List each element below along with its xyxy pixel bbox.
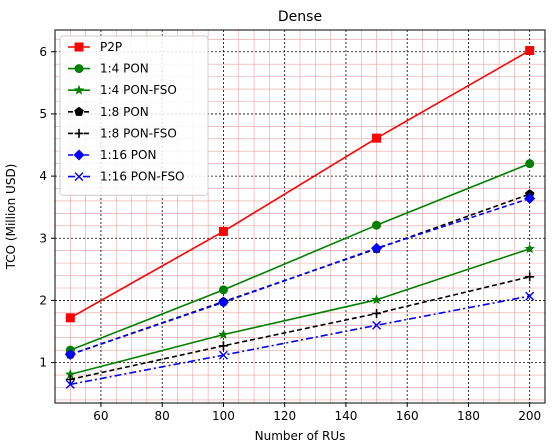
x-tick-label: 100 xyxy=(212,409,235,423)
data-point xyxy=(524,243,535,254)
data-point xyxy=(217,296,229,308)
legend-marker xyxy=(74,106,84,116)
y-tick-label: 2 xyxy=(39,293,47,307)
series-1-16-pon xyxy=(64,192,536,361)
series-layer xyxy=(64,46,536,389)
x-tick-label: 140 xyxy=(334,409,357,423)
y-tick-label: 6 xyxy=(39,45,47,59)
data-point xyxy=(65,379,75,389)
x-tick-label: 160 xyxy=(396,409,419,423)
data-point xyxy=(218,350,228,360)
data-point xyxy=(372,220,382,230)
legend-entry: 1:4 PON xyxy=(68,62,149,76)
series-line xyxy=(70,248,530,376)
data-point xyxy=(371,294,382,305)
legend-label: 1:16 PON xyxy=(100,148,156,162)
y-axis-title: TCO (Million USD) xyxy=(4,164,18,271)
x-tick-label: 60 xyxy=(93,409,108,423)
legend-entry: 1:4 PON-FSO xyxy=(68,83,177,97)
data-point xyxy=(65,374,75,384)
legend-marker xyxy=(74,64,84,74)
legend-entry: 1:16 PON xyxy=(68,148,156,162)
data-point xyxy=(218,285,228,295)
legend-marker xyxy=(74,172,84,182)
legend-label: 1:4 PON-FSO xyxy=(100,83,177,97)
y-tick-label: 5 xyxy=(39,107,47,121)
series-line xyxy=(70,197,530,356)
series-1-4-pon-fso xyxy=(65,243,535,379)
legend-entry: 1:8 PON-FSO xyxy=(68,126,177,140)
series-line xyxy=(70,162,530,351)
y-tick-label: 1 xyxy=(39,356,47,370)
legend-box xyxy=(59,35,209,196)
axis-ticks: 60 80 100 120 140 160 180 200 1 2 3 4 5 6 xyxy=(39,45,541,423)
legend-label: 1:8 PON xyxy=(100,105,149,119)
legend-entry: 1:16 PON-FSO xyxy=(68,170,185,184)
legend-label: 1:4 PON xyxy=(100,62,149,76)
x-tick-label: 80 xyxy=(155,409,170,423)
series-line xyxy=(70,276,530,381)
data-point xyxy=(525,46,535,56)
legend-entry: 1:8 PON xyxy=(68,105,149,119)
legend-marker xyxy=(74,42,84,52)
legend-label: 1:8 PON-FSO xyxy=(100,126,177,140)
plot-frame xyxy=(54,29,546,404)
data-point xyxy=(372,133,382,143)
data-point xyxy=(372,320,382,330)
data-point xyxy=(371,242,383,254)
data-point xyxy=(525,291,535,301)
series-line xyxy=(70,295,530,386)
legend-marker xyxy=(73,84,85,95)
legend-label: P2P xyxy=(100,40,122,54)
legend-marker xyxy=(73,149,85,161)
chart-title: Dense xyxy=(278,9,322,25)
series-1-16-pon-fso xyxy=(65,291,535,389)
y-tick-label: 3 xyxy=(39,231,47,245)
data-point xyxy=(525,272,535,282)
x-tick-label: 180 xyxy=(457,409,480,423)
x-axis-title: Number of RUs xyxy=(255,429,346,443)
data-point xyxy=(218,329,229,340)
data-point xyxy=(218,226,228,236)
legend-marker xyxy=(74,128,84,138)
x-tick-label: 200 xyxy=(518,409,541,423)
legend-entry: P2P xyxy=(68,40,122,54)
data-point xyxy=(524,192,536,204)
data-point xyxy=(525,159,535,169)
series-line xyxy=(69,49,531,319)
y-tick-label: 4 xyxy=(39,169,47,183)
data-point xyxy=(64,349,76,361)
legend-label: 1:16 PON-FSO xyxy=(100,170,185,184)
series-p2p xyxy=(65,46,535,323)
data-point xyxy=(372,308,382,318)
data-point xyxy=(65,313,75,323)
series-1-8-pon-fso xyxy=(65,272,535,384)
data-point xyxy=(65,368,76,379)
legend: P2P 1:4 PON 1:4 PON-FSO 1:8 PON 1:8 PON-FSO 1… xyxy=(59,35,209,196)
x-tick-label: 120 xyxy=(273,409,296,423)
data-point xyxy=(218,341,228,351)
